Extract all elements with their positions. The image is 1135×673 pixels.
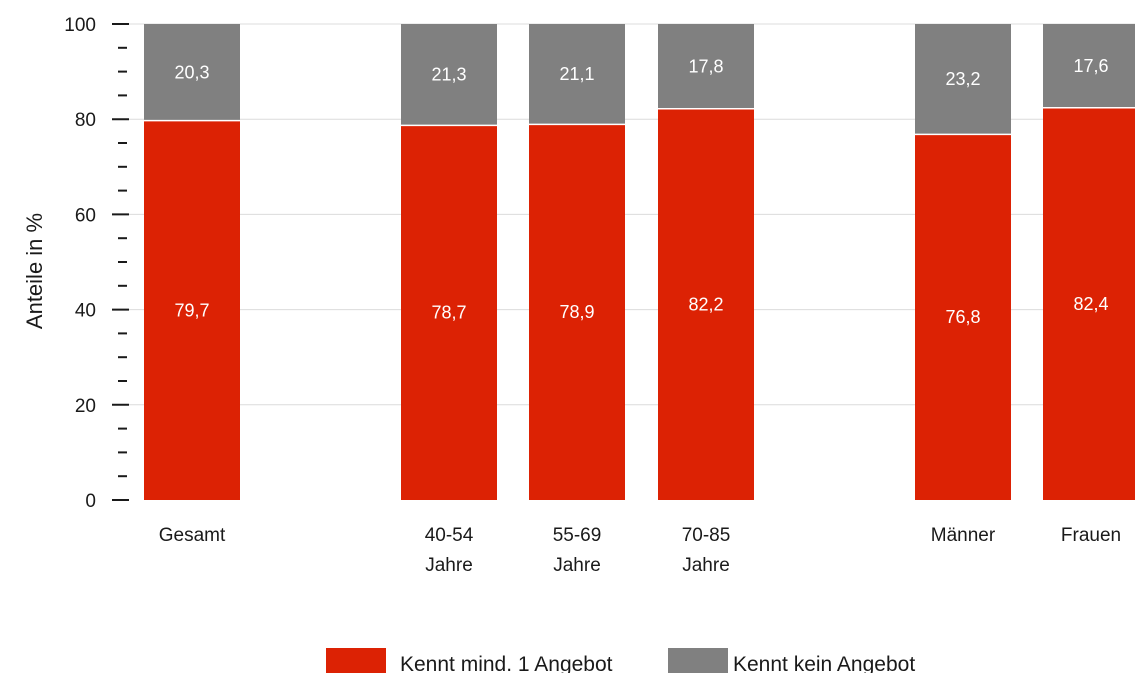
bar-segment-known [915,134,1011,500]
y-tick-label: 80 [75,110,96,131]
data-label-unknown: 21,1 [559,64,594,84]
data-label-known: 78,9 [559,302,594,322]
y-axis: 0 20 40 60 80 100 Anteile in % [22,15,129,512]
bars: 79,7 20,3 78,7 21,3 78,9 21,1 82,2 17,8 76,8 23,2… [144,24,1135,501]
data-label-known: 82,4 [1073,294,1108,314]
legend-swatch [668,648,728,673]
x-category-label-line: 40-54 [425,525,474,546]
x-category-label: Männer [931,525,996,546]
bar-segment-known [1043,107,1135,500]
x-category-label: 70-85 Jahre [682,525,731,576]
bar-segment-known [529,124,625,500]
x-axis-labels: Gesamt 40-54 Jahre 55-69 Jahre 70-85 Jahre Männ… [159,525,1121,576]
bar-segment-known [658,108,754,500]
x-category-label-line: 70-85 [682,525,731,546]
x-category-label: Gesamt [159,525,226,546]
data-label-unknown: 21,3 [431,65,466,85]
x-category-label-line: Jahre [553,555,601,576]
data-label-unknown: 20,3 [174,62,209,82]
y-tick-label: 20 [75,396,96,417]
x-category-label-line: Frauen [1061,525,1121,546]
x-category-label-line: Männer [931,525,996,546]
y-tick-label: 60 [75,205,96,226]
data-label-unknown: 17,8 [688,56,723,76]
legend-swatch [326,648,386,673]
data-label-known: 78,7 [431,303,466,323]
bar-segment-unknown [915,24,1011,135]
bar-segment-known [401,125,497,500]
bar-segment-unknown [401,24,497,126]
bar-segment-unknown [144,24,240,121]
data-label-unknown: 23,2 [945,69,980,89]
legend-item-known: Kennt mind. 1 Angebot [400,653,613,673]
y-tick-label: 100 [64,15,96,36]
x-category-label-line: 55-69 [553,525,602,546]
x-category-label: Frauen [1061,525,1121,546]
bar-segment-unknown [658,24,754,109]
bar-segment-known [144,120,240,501]
x-category-label: 40-54 Jahre [425,525,474,576]
y-tick-label: 0 [85,491,96,512]
data-label-known: 82,2 [688,294,723,314]
x-category-label-line: Jahre [682,555,730,576]
data-label-unknown: 17,6 [1073,56,1108,76]
x-category-label-line: Jahre [425,555,473,576]
y-axis-title: Anteile in % [22,213,47,329]
data-label-known: 79,7 [174,300,209,320]
y-tick-label: 40 [75,301,96,322]
legend: Kennt mind. 1 Angebot Kennt kein Angebot [326,648,915,673]
x-category-label: 55-69 Jahre [553,525,602,576]
legend-item-unknown: Kennt kein Angebot [733,653,915,673]
x-category-label-line: Gesamt [159,525,226,546]
bar-segment-unknown [529,24,625,125]
bar-segment-unknown [1043,24,1135,108]
data-label-known: 76,8 [945,307,980,327]
